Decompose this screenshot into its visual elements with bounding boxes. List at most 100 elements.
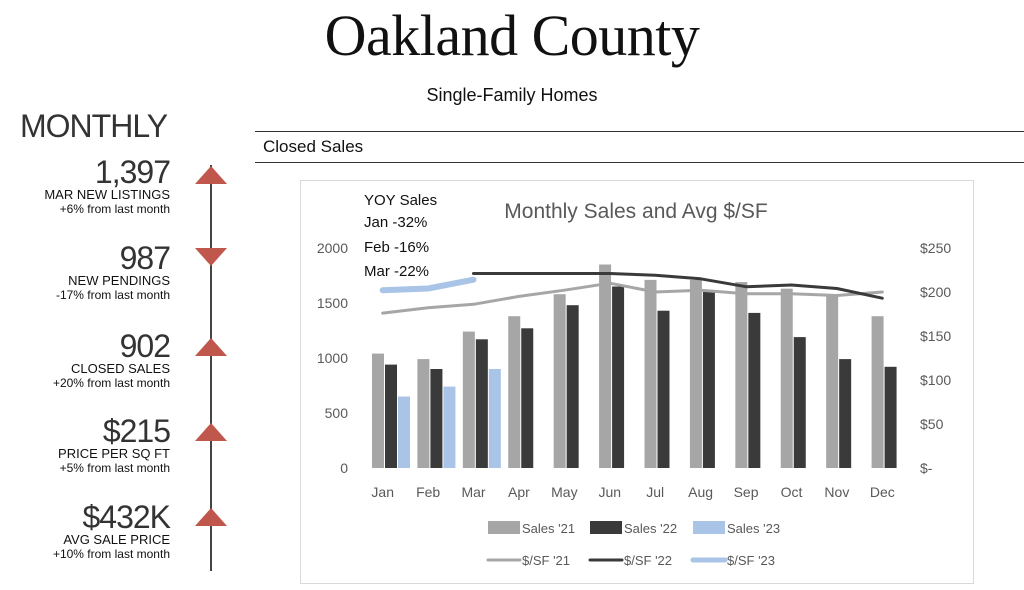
stat-change: +10% from last month [52,547,170,561]
bar [443,386,456,468]
series-line [472,272,884,300]
section-title: Closed Sales [263,137,364,156]
y2-tick-label: $200 [920,284,951,300]
legend-swatch [488,521,520,534]
legend-swatch [693,521,725,534]
stat-change: +5% from last month [59,461,170,475]
y2-tick-label: $- [920,460,933,476]
yoy-annotation-line: Jan -32% [364,214,427,231]
bar [372,353,384,468]
stat-new-listings: 1,397 MAR NEW LISTINGS +6% from last mon… [44,154,171,217]
bar [430,369,443,468]
up-arrow-icon [195,423,227,441]
yoy-annotation-line: Mar -22% [364,263,429,280]
stat-avg-sale-price: $432K AVG SALE PRICE +10% from last mont… [52,499,171,562]
legend-swatch [590,521,622,534]
x-tick-label: May [551,484,577,500]
sidebar-heading: MONTHLY [20,108,168,144]
bar [689,279,702,468]
page-subtitle: Single-Family Homes [426,85,598,105]
legend-label: Sales '22 [624,521,677,536]
timeline-divider [210,165,212,571]
bar [521,328,534,468]
x-tick-label: Nov [824,484,849,500]
legend-label: $/SF '21 [522,553,570,568]
bar [612,286,625,468]
y2-tick-label: $50 [920,416,944,432]
section-rule-top [255,131,1024,132]
yoy-annotation-line: YOY Sales [364,192,437,209]
stat-value: $215 [102,413,171,449]
x-tick-label: Feb [416,484,440,500]
up-arrow-icon [195,338,227,356]
series-line [381,281,884,315]
up-arrow-icon [195,166,227,184]
stat-price-per-sqft: $215 PRICE PER SQ FT +5% from last month [58,413,171,476]
stat-value: 902 [119,328,171,364]
bar [488,369,501,468]
y-tick-label: 1000 [317,350,348,366]
legend-label: $/SF '23 [727,553,775,568]
up-arrow-icon [195,508,227,526]
bar [644,279,657,468]
stat-label: NEW PENDINGS [68,273,170,288]
bar [826,296,839,468]
stat-change: -17% from last month [55,288,170,302]
bar [398,396,410,468]
bar [780,288,793,468]
y-tick-label: 0 [340,460,348,476]
x-tick-label: Dec [870,484,895,500]
series-line [379,276,477,294]
x-tick-label: Jul [646,484,664,500]
bar [417,359,430,468]
bar [475,339,488,468]
bar [793,337,806,468]
x-tick-label: Oct [781,484,803,500]
chart-frame [300,180,974,584]
y-tick-label: 1500 [317,295,348,311]
bar [884,366,897,468]
stat-value: $432K [82,499,171,535]
x-tick-label: Jun [599,484,622,500]
bar [735,282,748,468]
bar [839,359,852,468]
bar [508,316,521,468]
y2-tick-label: $100 [920,372,951,388]
y-tick-label: 500 [325,405,349,421]
bar [657,310,670,468]
down-arrow-icon [195,248,227,266]
bar [566,305,579,468]
stat-change: +20% from last month [52,376,170,390]
bar [462,331,475,468]
page-title: Oakland County [324,3,700,68]
stat-label: PRICE PER SQ FT [58,446,170,461]
bar [702,292,715,468]
stat-value: 1,397 [94,154,171,190]
stat-change: +6% from last month [59,202,170,216]
section-rule-bottom [255,162,1024,163]
y2-tick-label: $150 [920,328,951,344]
legend-label: Sales '21 [522,521,575,536]
bar [748,312,761,468]
x-tick-label: Jan [371,484,394,500]
legend-label: $/SF '22 [624,553,672,568]
chart-title: Monthly Sales and Avg $/SF [504,200,767,223]
stat-label: MAR NEW LISTINGS [44,187,170,202]
stat-label: CLOSED SALES [71,361,170,376]
x-tick-label: Sep [734,484,759,500]
x-tick-label: Mar [461,484,485,500]
bar [871,316,884,468]
x-tick-label: Apr [508,484,530,500]
bar [599,264,612,468]
yoy-annotation-line: Feb -16% [364,239,429,256]
x-tick-label: Aug [688,484,713,500]
y2-tick-label: $250 [920,240,951,256]
bar [385,364,397,468]
y-tick-label: 2000 [317,240,348,256]
stat-label: AVG SALE PRICE [63,532,170,547]
stat-value: 987 [119,240,171,276]
stat-closed-sales: 902 CLOSED SALES +20% from last month [52,328,171,391]
legend-label: Sales '23 [727,521,780,536]
stat-new-pendings: 987 NEW PENDINGS -17% from last month [55,240,171,303]
